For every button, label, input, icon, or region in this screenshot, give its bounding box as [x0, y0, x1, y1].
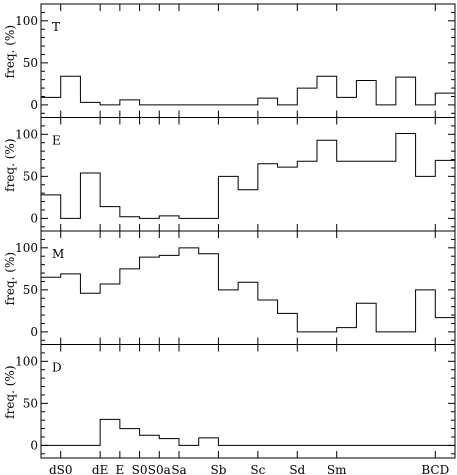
histogram-bin	[218, 290, 238, 332]
y-tick-label: 0	[30, 325, 38, 339]
histogram-bin	[258, 164, 278, 219]
histogram-bin	[337, 328, 357, 332]
x-tick-label: dE	[92, 463, 108, 475]
histogram-bin	[159, 255, 179, 332]
histogram-bin	[120, 217, 140, 219]
y-tick-label: 0	[30, 98, 38, 112]
histogram-bin	[41, 97, 61, 105]
y-axis-label: freq. (%)	[3, 365, 17, 418]
histogram-bin	[297, 88, 317, 105]
y-tick-label: 50	[23, 396, 38, 410]
x-tick-label: Sb	[210, 463, 226, 475]
y-axis-label: freq. (%)	[3, 252, 17, 305]
histogram-bin	[179, 248, 199, 332]
histogram-bin	[396, 77, 416, 105]
x-tick-label: dS0	[49, 463, 73, 475]
histogram-bin	[218, 176, 238, 218]
y-tick-label: 100	[15, 14, 38, 28]
panel-label: T	[52, 20, 60, 34]
histogram-bin	[80, 293, 100, 332]
histogram-bin	[416, 290, 436, 332]
y-tick-label: 50	[23, 56, 38, 70]
histogram-series	[41, 132, 455, 219]
y-axis-label: freq. (%)	[3, 138, 17, 191]
histogram-bin	[120, 269, 140, 332]
histogram-bin	[337, 161, 396, 218]
histogram-bin	[61, 274, 81, 332]
x-tick-label: Sa	[171, 463, 186, 475]
histogram-bin	[416, 176, 436, 218]
y-tick-label: 100	[15, 354, 38, 368]
histogram-bin	[238, 190, 258, 219]
histogram-bin	[140, 257, 160, 332]
histogram-bin	[100, 207, 120, 219]
histogram-bin	[297, 161, 317, 218]
histogram-series	[41, 75, 455, 106]
histogram-bin	[41, 195, 61, 219]
histogram-bin	[61, 76, 81, 105]
x-tick-label: Sd	[289, 463, 305, 475]
histogram-bin	[140, 435, 160, 445]
histogram-bin	[159, 216, 179, 219]
histogram-bin	[258, 300, 278, 332]
x-tick-label: BCD	[421, 463, 449, 475]
panel-label: E	[52, 134, 61, 148]
histogram-bin	[120, 429, 140, 446]
histogram-bin	[199, 254, 219, 332]
y-tick-label: 100	[15, 127, 38, 141]
histogram-bin	[396, 133, 416, 218]
x-tick-label: S0	[132, 463, 148, 475]
histogram-series	[41, 247, 455, 333]
panel-frame	[40, 344, 456, 459]
histogram-bin	[356, 81, 376, 105]
y-tick-label: 100	[15, 241, 38, 255]
histogram-bin	[278, 313, 298, 331]
panel-frame	[40, 3, 456, 118]
y-tick-label: 50	[23, 169, 38, 183]
x-tick-label: Sm	[327, 463, 347, 475]
histogram-bin	[159, 439, 179, 446]
y-tick-label: 0	[30, 438, 38, 452]
histogram-bin	[100, 284, 120, 332]
histogram-bin	[80, 102, 100, 105]
histogram-bin	[337, 97, 357, 105]
histogram-bin	[258, 98, 278, 105]
x-tick-label: S0a	[148, 463, 171, 475]
histogram-bin	[238, 282, 258, 332]
histogram-series	[41, 418, 455, 446]
y-tick-label: 0	[30, 211, 38, 225]
histogram-bin	[435, 93, 455, 105]
histogram-bin	[278, 167, 298, 218]
histogram-bin	[120, 100, 140, 105]
histogram-bin	[80, 173, 100, 218]
x-tick-label: Sc	[250, 463, 265, 475]
y-tick-label: 50	[23, 283, 38, 297]
histogram-bin	[199, 438, 219, 446]
histogram-bin	[435, 160, 455, 218]
histogram-bin	[41, 277, 61, 332]
histogram-bin	[317, 140, 337, 218]
panel-label: M	[52, 247, 64, 261]
x-tick-label: E	[115, 463, 124, 475]
histogram-bin	[435, 318, 455, 332]
y-axis-label: freq. (%)	[3, 25, 17, 78]
histogram-bin	[100, 419, 120, 445]
panel-label: D	[52, 361, 62, 375]
histogram-bin	[317, 76, 337, 105]
histogram-bin	[356, 303, 376, 332]
